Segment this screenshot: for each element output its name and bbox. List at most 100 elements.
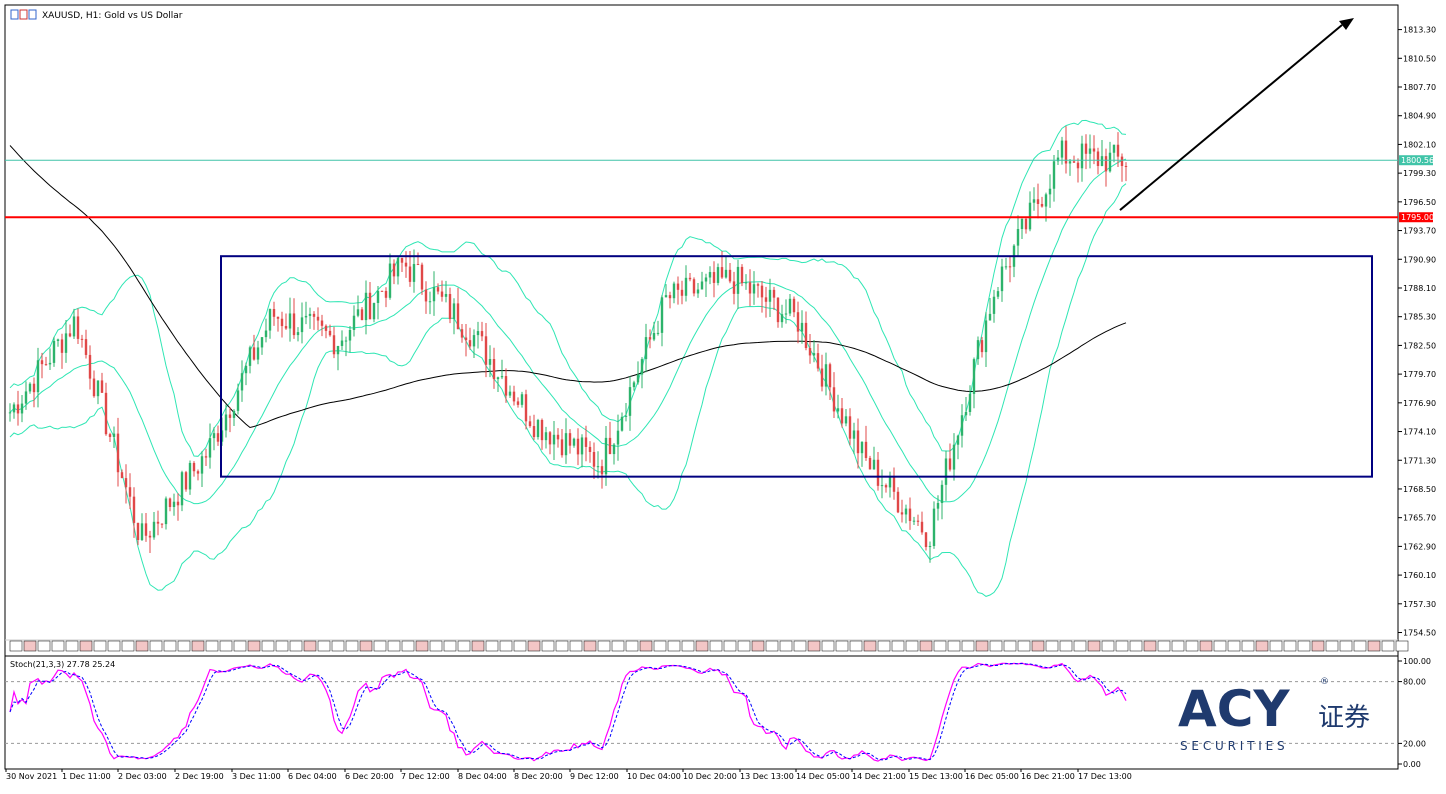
candle-body xyxy=(68,333,72,337)
time-marker xyxy=(177,640,191,652)
candle-body xyxy=(584,437,588,447)
candle-body xyxy=(740,266,744,284)
candle-body xyxy=(1064,140,1068,164)
time-marker xyxy=(1353,640,1367,652)
candle-body xyxy=(816,353,820,369)
time-marker xyxy=(1325,640,1339,652)
time-marker xyxy=(751,640,765,652)
candle-body xyxy=(768,289,772,302)
main-plot-frame xyxy=(4,4,1399,657)
candle-body xyxy=(904,508,908,515)
price-tick-label: 1771.30 xyxy=(1403,456,1436,465)
time-marker xyxy=(961,640,975,652)
candle-body xyxy=(88,354,92,379)
trend-arrow[interactable] xyxy=(1119,24,1343,211)
candle-body xyxy=(772,289,776,298)
candle-body xyxy=(832,387,836,412)
time-marker xyxy=(709,640,723,652)
candle-body xyxy=(1096,151,1100,166)
time-marker xyxy=(849,640,863,652)
oscillator-tick-label: 20.00 xyxy=(1403,739,1426,748)
candle-body xyxy=(752,284,756,294)
candles xyxy=(8,126,1128,563)
candle-body xyxy=(340,340,344,346)
candle-body xyxy=(652,333,656,340)
time-marker xyxy=(23,640,37,652)
chart-title: XAUUSD, H1: Gold vs US Dollar xyxy=(10,9,183,21)
candle-body xyxy=(948,458,952,470)
candle-body xyxy=(656,332,660,334)
time-marker xyxy=(653,640,667,652)
candle-body xyxy=(788,298,792,314)
logo-registered: ® xyxy=(1320,677,1329,687)
candle-body xyxy=(576,438,580,455)
time-tick-label: 13 Dec 13:00 xyxy=(740,772,794,781)
candle-body xyxy=(364,292,368,321)
time-marker xyxy=(625,640,639,652)
candle-body xyxy=(888,476,892,488)
candle-body xyxy=(688,277,692,280)
time-tick-label: 14 Dec 05:00 xyxy=(796,772,850,781)
candle-body xyxy=(1040,203,1044,207)
candle-body xyxy=(192,462,196,472)
candle-body xyxy=(484,336,488,365)
candle-body xyxy=(176,501,180,506)
candle-body xyxy=(376,290,380,303)
candle-body xyxy=(196,471,200,474)
price-tag xyxy=(1399,155,1433,166)
candle-body xyxy=(892,476,896,492)
time-marker xyxy=(695,640,709,652)
time-marker xyxy=(863,640,877,652)
price-tick-label: 1782.50 xyxy=(1403,341,1436,350)
candle-body xyxy=(444,294,448,297)
time-tick-label: 8 Dec 04:00 xyxy=(458,772,507,781)
time-tick-label: 2 Dec 03:00 xyxy=(118,772,167,781)
candle-body xyxy=(784,313,788,315)
price-tick-label: 1790.90 xyxy=(1403,255,1436,264)
candle-body xyxy=(288,313,292,329)
candle-body xyxy=(352,315,356,330)
time-marker xyxy=(1311,640,1325,652)
price-tick-label: 1760.10 xyxy=(1403,571,1436,580)
candle-body xyxy=(912,520,916,522)
candle-body xyxy=(108,434,112,437)
time-marker xyxy=(1283,640,1297,652)
candle-body xyxy=(1076,162,1080,169)
time-marker xyxy=(1143,640,1157,652)
candle-body xyxy=(360,309,364,321)
candle-body xyxy=(1092,148,1096,152)
price-tick-label: 1768.50 xyxy=(1403,485,1436,494)
candle-body xyxy=(24,391,28,404)
price-tick-label: 1776.90 xyxy=(1403,399,1436,408)
candle-body xyxy=(204,456,208,458)
price-tag xyxy=(1399,212,1433,223)
candle-body xyxy=(680,289,684,296)
candle-body xyxy=(232,410,236,418)
candle-body xyxy=(696,289,700,294)
time-marker xyxy=(821,640,835,652)
oscillator-tick-label: 0.00 xyxy=(1403,760,1421,769)
range-box[interactable] xyxy=(220,255,1373,478)
candle-body xyxy=(624,415,628,417)
candle-body xyxy=(448,294,452,320)
time-marker xyxy=(793,640,807,652)
candle-body xyxy=(28,383,32,392)
candle-body xyxy=(152,521,156,538)
candle-body xyxy=(20,403,24,414)
time-marker xyxy=(65,640,79,652)
logo-subtitle: S E C U R I T I E S xyxy=(1180,739,1285,753)
candle-body xyxy=(400,258,404,263)
candle-body xyxy=(164,498,168,525)
moving-average-line xyxy=(9,145,1127,429)
stoch-signal-line xyxy=(9,662,1127,761)
candle-body xyxy=(844,416,848,424)
time-marker xyxy=(373,640,387,652)
candle-body xyxy=(84,339,88,355)
time-marker xyxy=(359,640,373,652)
candle-body xyxy=(492,358,496,380)
candle-body xyxy=(48,362,52,365)
candle-body xyxy=(240,373,244,391)
candle-body xyxy=(748,282,752,294)
time-marker xyxy=(471,640,485,652)
